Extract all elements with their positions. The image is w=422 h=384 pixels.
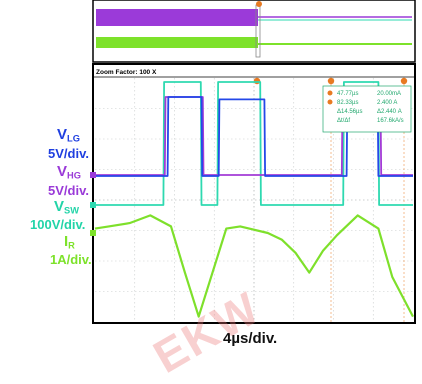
readout-r4-val: 167.6kA/s (377, 118, 404, 124)
overview-green-burst (96, 37, 258, 48)
timebase-label: 4µs/div. (223, 330, 278, 347)
trigger-marker (253, 77, 261, 85)
readout-r2-time: 82.33µs (337, 100, 358, 106)
trace-ir (94, 214, 414, 318)
cursor-b-marker (400, 77, 408, 85)
readout-r3-val: Δ2.440 A (377, 109, 402, 115)
ground-marker-ir (90, 230, 96, 236)
vhg-scale: 5V/div. (48, 183, 89, 198)
cursor-readout: 47.77µs 20.00mA 82.33µs 2.400 A Δ14.56µs… (322, 85, 412, 133)
vlg-name: VLG (57, 126, 80, 144)
zoom-factor-label: Zoom Factor: 100 X (96, 69, 157, 76)
vlg-scale: 5V/div. (48, 146, 89, 161)
overview-trigger-marker (256, 1, 262, 7)
readout-r3-time: Δ14.56µs (337, 109, 362, 115)
vhg-name: VHG (57, 163, 81, 181)
ir-name: IR (64, 233, 75, 251)
ground-marker-gates (90, 172, 96, 178)
overview-purple-burst (96, 9, 258, 26)
vsw-scale: 100V/div. (30, 217, 86, 232)
readout-r4-time: Δt/Δf (337, 118, 350, 124)
trace-vsw (95, 81, 413, 206)
readout-r1-time: 47.77µs (337, 91, 358, 97)
vsw-name: VSW (54, 198, 79, 216)
scope-display: Zoom Factor: 100 X 47.77µs 20.00mA 82.33… (90, 0, 416, 324)
readout-r1-val: 20.00mA (377, 91, 401, 97)
zoom-grid (95, 78, 413, 322)
cursor-a-marker (327, 77, 335, 85)
ir-scale: 1A/div. (50, 252, 92, 267)
readout-r2-val: 2.400 A (377, 100, 397, 106)
ground-marker-sw (90, 202, 96, 208)
